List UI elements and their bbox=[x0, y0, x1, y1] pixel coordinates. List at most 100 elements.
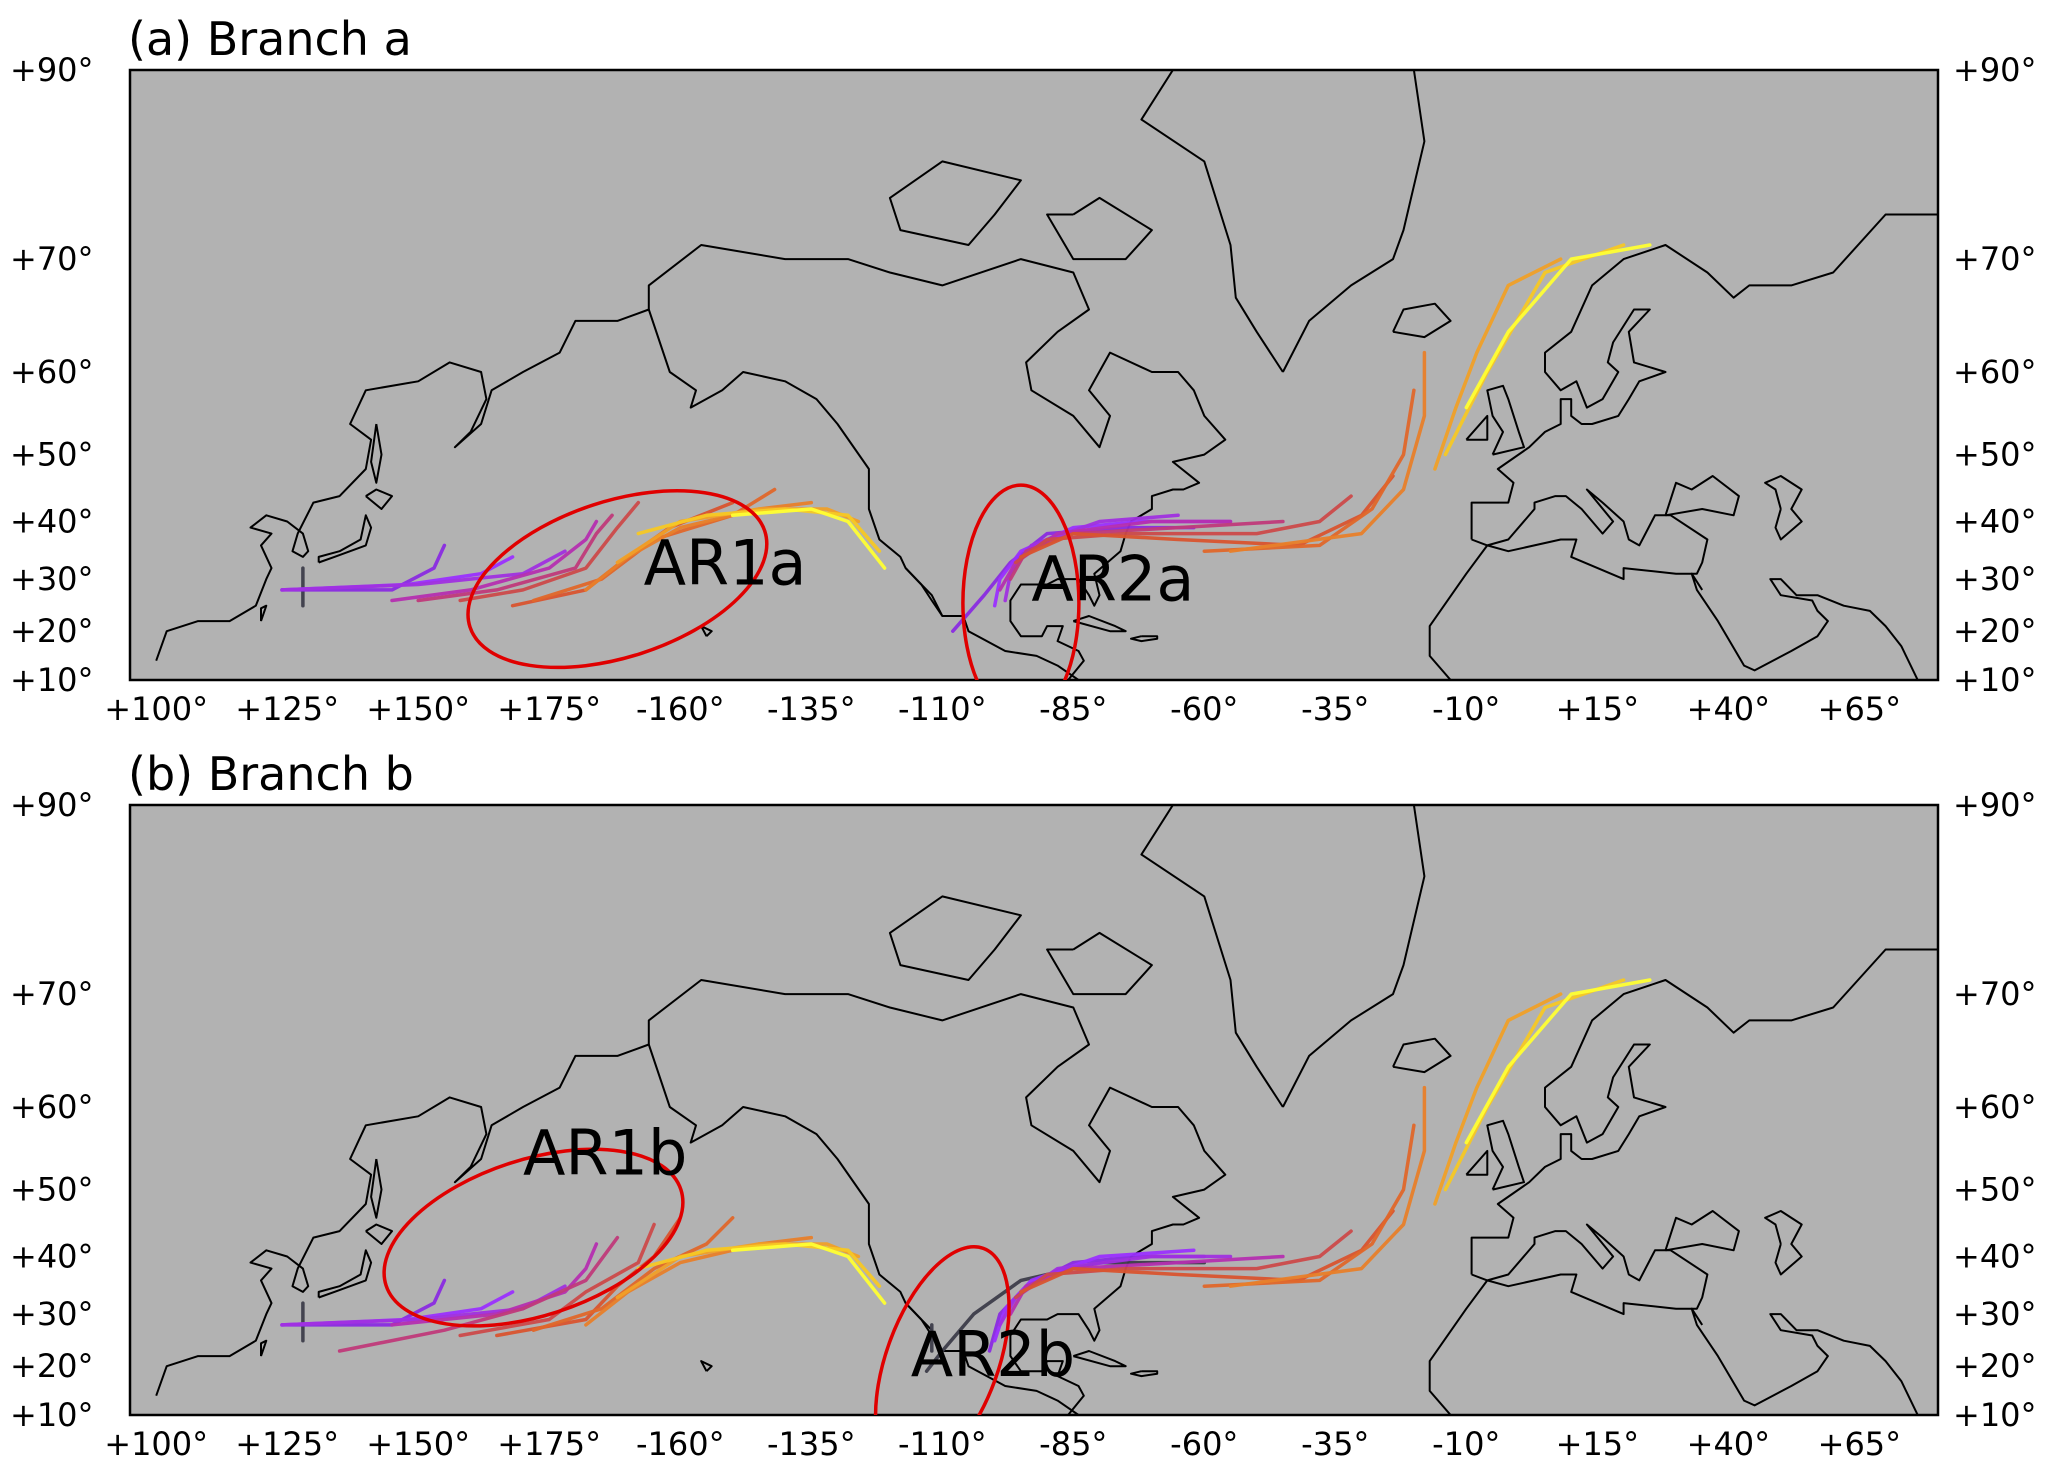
region-label: AR2b bbox=[911, 1318, 1075, 1391]
coastline bbox=[700, 625, 713, 637]
y-tick-label: +90° bbox=[10, 51, 94, 89]
y-tick-label: +70° bbox=[1953, 240, 2037, 278]
trajectory-line bbox=[730, 507, 887, 570]
x-tick-label: -60° bbox=[1170, 1425, 1238, 1463]
panel-a: (a) Branch a AR1a AR2a +90° +70° +60° +50° +4… bbox=[10, 12, 2037, 728]
coastline bbox=[1690, 1307, 1919, 1415]
y-tick-label: +10° bbox=[1953, 1396, 2037, 1434]
x-tick-label: +100° bbox=[104, 1425, 208, 1463]
x-tick-label: -110° bbox=[898, 690, 987, 728]
y-tick-label: +60° bbox=[1953, 1088, 2037, 1126]
trajectory-line bbox=[636, 507, 882, 553]
coastline bbox=[317, 1249, 373, 1299]
coastline bbox=[1465, 1149, 1489, 1176]
y-tick-label: +90° bbox=[1953, 51, 2037, 89]
x-tick-label: +15° bbox=[1556, 1425, 1640, 1463]
coastline bbox=[1470, 213, 1938, 540]
coastline bbox=[1690, 572, 1919, 680]
trajectory-line bbox=[280, 549, 567, 592]
y-tick-label: +70° bbox=[10, 240, 94, 278]
trajectory-line bbox=[458, 500, 641, 603]
coastline bbox=[317, 514, 373, 564]
coastline bbox=[1486, 1119, 1525, 1191]
panel-b: (b) Branch b AR1b AR2b +90° +70° +60° +50° +4… bbox=[10, 747, 2037, 1463]
x-tick-label: +150° bbox=[366, 690, 470, 728]
x-tick-label: -160° bbox=[636, 690, 725, 728]
y-tick-label: +60° bbox=[1953, 353, 2037, 391]
y-tick-label: +40° bbox=[10, 503, 94, 541]
y-tick-label: +50° bbox=[10, 436, 94, 474]
coastline bbox=[1428, 544, 1489, 680]
region-outlines-b bbox=[382, 1147, 1011, 1415]
x-tick-label: -10° bbox=[1432, 690, 1500, 728]
y-tick-label: +30° bbox=[10, 560, 94, 598]
coastline bbox=[1470, 948, 1938, 1275]
coastline bbox=[155, 308, 1080, 680]
x-tick-label: +150° bbox=[366, 1425, 470, 1463]
x-tick-label: +65° bbox=[1818, 690, 1902, 728]
coastline bbox=[1664, 475, 1740, 517]
map-frame-b bbox=[128, 803, 1940, 1417]
x-tick-label: +100° bbox=[104, 690, 208, 728]
coastline bbox=[700, 1360, 713, 1372]
trajectory-line bbox=[458, 1222, 656, 1338]
coastline bbox=[370, 1158, 383, 1219]
coastline bbox=[370, 423, 383, 484]
coastline bbox=[1664, 1210, 1740, 1252]
y-tick-label: +30° bbox=[1953, 1295, 2037, 1333]
y-tick-label: +10° bbox=[10, 1396, 94, 1434]
y-tick-label: +70° bbox=[10, 975, 94, 1013]
trajectory-line bbox=[390, 519, 599, 603]
coastline bbox=[1140, 70, 1426, 373]
coastline bbox=[888, 160, 1022, 246]
coastlines-b bbox=[155, 805, 1938, 1415]
x-tick-label: -135° bbox=[767, 1425, 856, 1463]
y-tick-label: +10° bbox=[10, 661, 94, 699]
x-ticks-b: +100° +125° +150° +175° -160° -135° -110° -85° -… bbox=[104, 1425, 1901, 1463]
region-outline bbox=[466, 489, 769, 670]
trajectory-line bbox=[1013, 494, 1353, 565]
x-tick-label: -85° bbox=[1039, 1425, 1107, 1463]
trajectory-line bbox=[1464, 243, 1652, 410]
x-tick-label: +175° bbox=[497, 690, 601, 728]
y-tick-label: +50° bbox=[1953, 436, 2037, 474]
region-label: AR1b bbox=[523, 1117, 687, 1190]
x-tick-label: +125° bbox=[235, 1425, 339, 1463]
coastline bbox=[1046, 931, 1153, 996]
x-tick-label: +175° bbox=[497, 1425, 601, 1463]
region-label: AR2a bbox=[1031, 543, 1194, 616]
x-tick-label: -160° bbox=[636, 1425, 725, 1463]
trajectory-line bbox=[998, 519, 1233, 592]
coastline bbox=[904, 567, 944, 617]
coastlines-a bbox=[155, 70, 1938, 680]
region-labels-a: AR1a AR2a bbox=[644, 527, 1195, 616]
trajectory-line bbox=[584, 500, 814, 592]
trajectory-line bbox=[1228, 1085, 1427, 1288]
trajectory-line bbox=[636, 1242, 882, 1288]
coastline bbox=[1392, 302, 1452, 339]
trajectory-line bbox=[1202, 388, 1416, 553]
region-outline bbox=[873, 1244, 1011, 1415]
y-tick-label: +10° bbox=[1953, 661, 2037, 699]
panel-b-title: (b) Branch b bbox=[128, 747, 414, 801]
trajectory-line bbox=[416, 513, 614, 603]
x-tick-label: +40° bbox=[1687, 690, 1771, 728]
y-tick-label: +40° bbox=[10, 1238, 94, 1276]
coastline bbox=[1764, 1210, 1803, 1276]
y-tick-label: +60° bbox=[10, 1088, 94, 1126]
y-tick-label: +70° bbox=[1953, 975, 2037, 1013]
coastline bbox=[1764, 475, 1803, 541]
trajectory-line bbox=[1013, 1229, 1353, 1300]
trajectory-line bbox=[1433, 992, 1563, 1206]
region-labels-b: AR1b AR2b bbox=[523, 1117, 1075, 1391]
panel-a-title: (a) Branch a bbox=[128, 12, 412, 66]
coastline bbox=[260, 1339, 268, 1357]
map-frame-a bbox=[128, 68, 1940, 682]
coastline bbox=[365, 488, 393, 510]
trajectory-line bbox=[1464, 978, 1652, 1145]
coastline bbox=[1130, 635, 1159, 643]
x-tick-label: +65° bbox=[1818, 1425, 1902, 1463]
coastline bbox=[1130, 1370, 1159, 1378]
trajectory-line bbox=[1228, 350, 1427, 553]
